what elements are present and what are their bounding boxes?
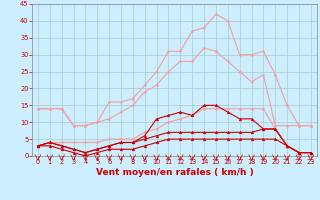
- X-axis label: Vent moyen/en rafales ( km/h ): Vent moyen/en rafales ( km/h ): [96, 168, 253, 177]
